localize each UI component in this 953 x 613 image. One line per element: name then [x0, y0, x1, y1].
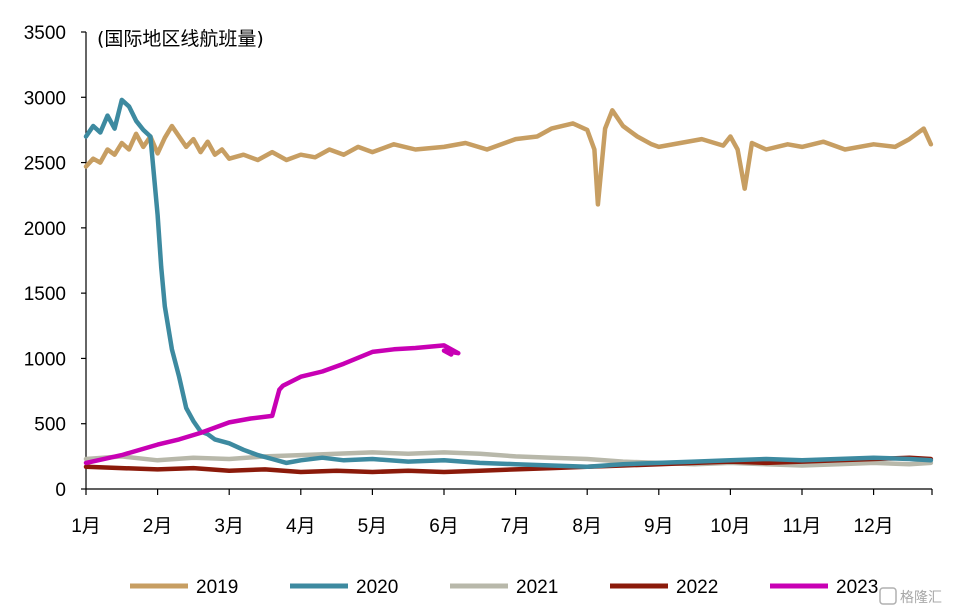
legend-label-2019: 2019: [196, 577, 238, 598]
y-ticks: 0 500 1000 1500 2000 2500 3000 3500: [24, 23, 86, 501]
x-tick-label: 8月: [572, 516, 602, 537]
y-tick-label: 1500: [24, 284, 66, 305]
series-line-2021: [83, 450, 934, 468]
x-tick-label: 3月: [214, 516, 244, 537]
x-tick-label: 11月: [783, 516, 822, 537]
x-tick-label: 10月: [710, 516, 750, 537]
y-tick-label: 2000: [24, 219, 66, 240]
x-tick-label: 1月: [71, 516, 101, 537]
unit-label: (国际地区线航班量): [97, 28, 264, 50]
x-axis: 1月 2月 3月 4月 5月 6月 7月 8月 9月 10月 11月 12月: [71, 488, 933, 537]
x-tick-label: 9月: [644, 516, 674, 537]
y-tick-label: 500: [34, 415, 66, 436]
y-tick-label: 0: [55, 480, 66, 501]
series-line-2023: [83, 343, 461, 466]
x-tick-label: 4月: [286, 516, 316, 537]
y-axis: 0 500 1000 1500 2000 2500 3000 3500: [24, 23, 87, 501]
y-tick-label: 1000: [24, 349, 66, 370]
y-tick-label: 3500: [24, 23, 66, 44]
legend-label-2021: 2021: [516, 577, 558, 598]
series-line-2020: [83, 97, 934, 470]
legend-label-2022: 2022: [676, 577, 718, 598]
x-ticks: 1月 2月 3月 4月 5月 6月 7月 8月 9月 10月 11月 12月: [71, 489, 933, 537]
legend: 2019 2020 2021 2022 2023: [130, 577, 878, 598]
x-tick-label: 2月: [143, 516, 173, 537]
legend-label-2020: 2020: [356, 577, 398, 598]
x-tick-label: 12月: [854, 516, 894, 537]
series-layer: [83, 97, 934, 475]
watermark-logo-icon: [879, 587, 897, 605]
series-line-2019: [83, 108, 934, 207]
x-tick-label: 5月: [358, 516, 388, 537]
x-tick-label: 6月: [429, 516, 459, 537]
legend-label-2023: 2023: [836, 577, 878, 598]
watermark: 格隆汇: [879, 587, 942, 606]
x-tick-label: 7月: [501, 516, 531, 537]
y-tick-label: 2500: [24, 154, 66, 175]
y-tick-label: 3000: [24, 88, 66, 109]
watermark-text: 格隆汇: [900, 590, 942, 606]
